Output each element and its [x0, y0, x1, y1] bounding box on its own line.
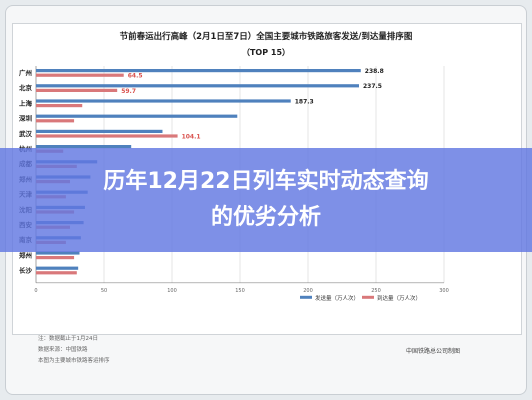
- x-tick-label: 50: [101, 288, 107, 294]
- legend-label: 到达量（万人次）: [377, 294, 421, 302]
- y-category-label: 上海: [19, 98, 33, 107]
- y-category-label: 武汉: [19, 129, 33, 138]
- bar-arrive: [36, 104, 83, 108]
- headline-line-1: 历年12月22日列车实时动态查询: [103, 169, 429, 194]
- data-label-send: 238.8: [365, 68, 384, 75]
- y-category-label: 广州: [19, 68, 32, 77]
- chart-subtitle: （TOP 15）: [241, 48, 291, 57]
- bar-arrive: [36, 88, 118, 92]
- data-label-send: 187.3: [295, 98, 314, 105]
- bar-send: [36, 251, 80, 255]
- legend-swatch: [300, 295, 312, 299]
- note-line: 数据来源：中国铁路: [38, 347, 88, 353]
- bar-send: [36, 145, 132, 149]
- y-category-label: 郑州: [19, 250, 32, 259]
- data-label-arrive: 59.7: [121, 88, 136, 95]
- x-tick-label: 100: [167, 288, 177, 294]
- data-label-arrive: 104.1: [182, 133, 201, 140]
- bar-arrive: [36, 134, 178, 138]
- y-category-label: 北京: [19, 83, 33, 92]
- bar-arrive: [36, 256, 75, 260]
- data-label-send: 237.5: [363, 83, 382, 90]
- headline-text: 历年12月22日列车实时动态查询 的优劣分析: [0, 164, 532, 236]
- bar-send: [36, 129, 163, 133]
- chart-title: 节前春运出行高峰（2月1日至7日）全国主要城市铁路旅客发送/到达量排序图: [119, 32, 413, 42]
- chart-notes: 注：数据截止于1月24日 数据来源：中国铁路 本图为主要城市铁路客运排序: [38, 334, 110, 367]
- bar-send: [36, 114, 238, 118]
- bar-send: [36, 69, 361, 73]
- y-category-label: 深圳: [19, 114, 33, 123]
- x-tick-label: 250: [371, 288, 381, 294]
- bar-send: [36, 84, 359, 88]
- legend-swatch: [362, 295, 374, 299]
- data-label-arrive: 64.5: [128, 73, 143, 80]
- x-tick-label: 150: [235, 288, 245, 294]
- bar-arrive: [36, 73, 124, 77]
- y-category-label: 长沙: [19, 266, 33, 275]
- note-line: 本图为主要城市铁路客运排序: [38, 358, 110, 364]
- x-tick-label: 0: [34, 288, 37, 294]
- bar-send: [36, 266, 79, 270]
- legend-label: 发送量（万人次）: [315, 294, 359, 302]
- headline-line-2: 的优劣分析: [210, 205, 321, 230]
- x-tick-label: 200: [303, 288, 313, 294]
- chart-source: 中国铁路总公司制图: [405, 348, 460, 355]
- note-line: 注：数据截止于1月24日: [38, 336, 98, 342]
- bar-arrive: [36, 271, 77, 275]
- bar-send: [36, 99, 291, 103]
- headline-banner: [0, 148, 532, 252]
- x-tick-label: 300: [439, 288, 449, 294]
- bar-arrive: [36, 119, 75, 123]
